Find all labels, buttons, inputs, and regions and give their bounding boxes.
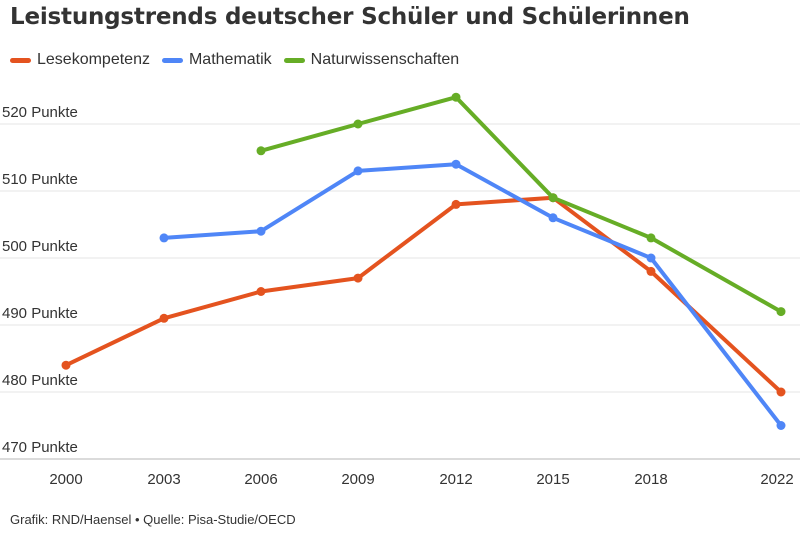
legend: Lesekompetenz Mathematik Naturwissenscha…	[10, 51, 471, 69]
chart-area: 520 Punkte 510 Punkte 500 Punkte 490 Punkte…	[0, 92, 800, 488]
x-axis-ticks: 2000 2003 2006 2009 2012 2015 2018 2022	[49, 471, 793, 488]
data-point	[159, 313, 169, 323]
legend-item-lesekompetenz: Lesekompetenz	[10, 51, 150, 69]
x-tick-label: 2015	[536, 471, 569, 488]
data-point	[256, 226, 266, 236]
legend-item-naturwissenschaften: Naturwissenschaften	[283, 51, 460, 69]
x-tick-label: 2022	[760, 471, 793, 488]
data-point	[646, 233, 656, 243]
series	[61, 92, 786, 430]
series-mathematik	[159, 159, 786, 430]
data-point	[548, 213, 558, 223]
data-point	[646, 266, 656, 276]
data-point	[548, 193, 558, 203]
x-tick-label: 2018	[634, 471, 667, 488]
line-chart: 520 Punkte 510 Punkte 500 Punkte 490 Punkte…	[0, 92, 800, 488]
legend-swatch-lesekompetenz	[10, 57, 31, 63]
data-point	[353, 273, 363, 283]
chart-title: Leistungstrends deutscher Schüler und Sc…	[10, 4, 690, 30]
x-tick-label: 2000	[49, 471, 82, 488]
series-naturwissenschaften	[256, 92, 786, 317]
series-line	[259, 95, 783, 314]
legend-label-naturwissenschaften: Naturwissenschaften	[310, 51, 460, 68]
data-point	[776, 421, 786, 430]
data-point	[159, 233, 169, 243]
data-point	[451, 199, 461, 209]
y-tick-label: 520 Punkte	[2, 104, 78, 121]
y-tick-label: 470 Punkte	[2, 439, 78, 456]
data-point	[776, 387, 786, 397]
y-tick-label: 500 Punkte	[2, 238, 78, 255]
data-point	[451, 92, 461, 102]
y-tick-label: 490 Punkte	[2, 305, 78, 322]
legend-swatch-naturwissenschaften	[283, 57, 305, 63]
legend-swatch-mathematik	[161, 57, 183, 63]
x-tick-label: 2003	[147, 471, 180, 488]
legend-label-mathematik: Mathematik	[188, 51, 272, 68]
series-line	[64, 195, 783, 394]
x-tick-label: 2006	[244, 471, 277, 488]
data-point	[353, 166, 363, 176]
legend-item-mathematik: Mathematik	[161, 51, 272, 69]
data-point	[353, 119, 363, 129]
data-point	[776, 307, 786, 317]
gridlines	[0, 123, 800, 460]
x-tick-label: 2009	[341, 471, 374, 488]
x-tick-label: 2012	[439, 471, 472, 488]
data-point	[646, 253, 656, 263]
legend-label-lesekompetenz: Lesekompetenz	[37, 51, 150, 68]
data-point	[451, 159, 461, 169]
y-tick-label: 510 Punkte	[2, 171, 78, 188]
data-point	[256, 146, 266, 156]
data-point	[61, 360, 71, 370]
y-axis-ticks: 520 Punkte 510 Punkte 500 Punkte 490 Punkte…	[2, 104, 78, 456]
source-footer: Grafik: RND/Haensel • Quelle: Pisa-Studi…	[10, 512, 296, 527]
y-tick-label: 480 Punkte	[2, 372, 78, 389]
series-lesekompetenz	[61, 193, 786, 397]
data-point	[256, 287, 266, 296]
